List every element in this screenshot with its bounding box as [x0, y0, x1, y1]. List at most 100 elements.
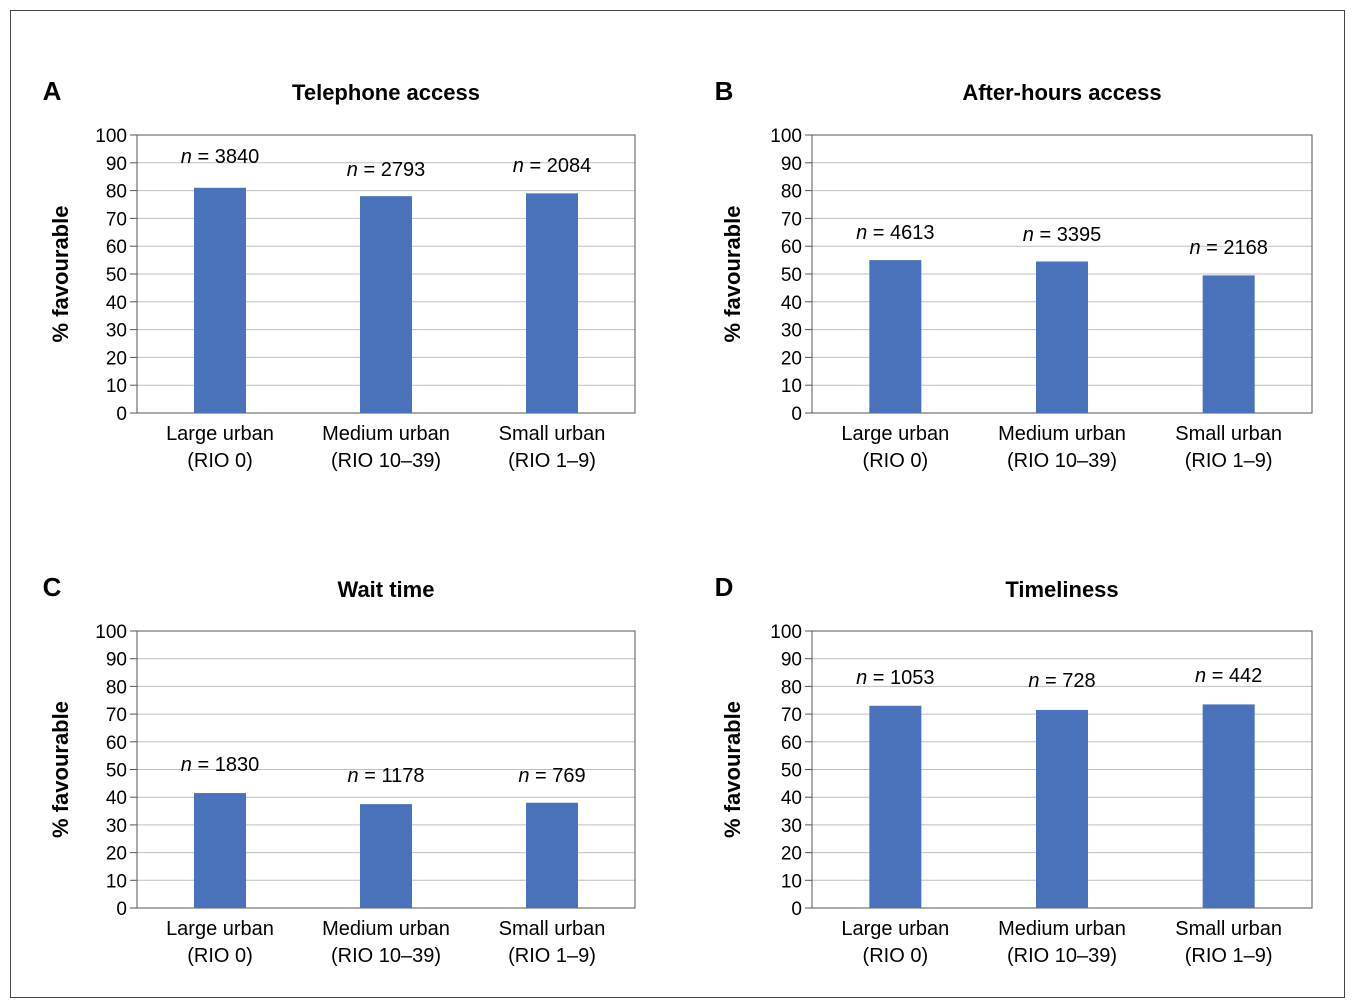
- y-tick-label: 30: [781, 816, 802, 837]
- bar: [194, 793, 246, 908]
- chart-title: After-hours access: [962, 80, 1161, 105]
- x-tick-label: (RIO 10–39): [331, 945, 441, 967]
- y-axis-label: % favourable: [48, 206, 73, 343]
- y-tick-label: 50: [781, 761, 802, 782]
- y-tick-label: 10: [781, 376, 802, 397]
- x-tick-label: Small urban: [1175, 918, 1282, 940]
- x-tick-label: (RIO 0): [863, 450, 929, 472]
- bar: [194, 187, 246, 413]
- x-tick-label: (RIO 0): [187, 450, 253, 472]
- x-tick-label: Large urban: [166, 918, 274, 940]
- n-label: n = 1830: [181, 754, 259, 776]
- y-tick-label: 0: [116, 899, 127, 920]
- n-label: n = 1053: [856, 667, 934, 689]
- x-tick-label: Large urban: [841, 423, 949, 445]
- y-tick-label: 70: [106, 209, 127, 230]
- x-tick-label: Large urban: [841, 918, 949, 940]
- x-tick-label: Medium urban: [322, 423, 450, 445]
- y-tick-label: 30: [106, 321, 127, 342]
- n-label: n = 2168: [1189, 237, 1267, 259]
- y-tick-label: 60: [781, 733, 802, 754]
- n-label: n = 442: [1195, 665, 1262, 687]
- y-tick-label: 70: [781, 705, 802, 726]
- bar: [1036, 709, 1088, 908]
- bar: [1202, 704, 1255, 908]
- bar: [360, 804, 412, 908]
- bar: [869, 260, 922, 413]
- y-tick-label: 80: [781, 182, 802, 203]
- panel-letter: D: [715, 572, 734, 602]
- y-tick-label: 60: [106, 237, 127, 258]
- y-tick-label: 20: [106, 348, 127, 369]
- x-tick-label: (RIO 1–9): [508, 450, 596, 472]
- y-tick-label: 100: [95, 126, 127, 147]
- n-label: n = 728: [1028, 670, 1095, 692]
- chart-panel-a: A Telephone access 0 10 20 30 40 50 60 70 80 90 100%…: [43, 76, 636, 472]
- x-tick-label: (RIO 1–9): [1185, 945, 1273, 967]
- bar: [869, 705, 922, 908]
- n-label: n = 769: [518, 765, 585, 787]
- chart-title: Timeliness: [1005, 577, 1118, 602]
- y-tick-label: 30: [781, 321, 802, 342]
- x-tick-label: Medium urban: [998, 423, 1126, 445]
- y-tick-label: 50: [106, 265, 127, 286]
- n-label: n = 1178: [348, 765, 425, 787]
- n-label: n = 4613: [856, 222, 934, 244]
- y-tick-label: 70: [781, 209, 802, 230]
- x-tick-label: (RIO 10–39): [1007, 945, 1117, 967]
- bar: [526, 802, 578, 908]
- y-tick-label: 80: [106, 677, 127, 698]
- x-tick-label: (RIO 10–39): [331, 450, 441, 472]
- bar: [360, 196, 412, 413]
- bar: [526, 193, 578, 413]
- n-label: n = 3395: [1023, 224, 1101, 246]
- x-tick-label: (RIO 1–9): [1185, 450, 1273, 472]
- y-tick-label: 60: [781, 237, 802, 258]
- y-tick-label: 30: [106, 816, 127, 837]
- y-tick-label: 90: [106, 154, 127, 175]
- panel-letter: B: [715, 76, 734, 106]
- chart-title: Wait time: [338, 577, 435, 602]
- y-tick-label: 20: [781, 844, 802, 865]
- y-tick-label: 40: [781, 788, 802, 809]
- y-tick-label: 0: [791, 404, 802, 425]
- y-tick-label: 20: [781, 348, 802, 369]
- y-tick-label: 90: [781, 650, 802, 671]
- y-tick-label: 80: [106, 182, 127, 203]
- chart-panel-d: D Timeliness 0 10 20 30 40 50 60 70 80 90 100 % favou…: [715, 572, 1313, 967]
- chart-panel-c: C Wait time 0 10 20 30 40 50 60 70 80 90 100 % favour…: [43, 572, 636, 967]
- x-tick-label: Large urban: [166, 423, 274, 445]
- y-tick-label: 70: [106, 705, 127, 726]
- y-tick-label: 40: [106, 788, 127, 809]
- y-tick-label: 0: [791, 899, 802, 920]
- x-tick-label: (RIO 10–39): [1007, 450, 1117, 472]
- y-tick-label: 40: [106, 293, 127, 314]
- y-tick-label: 90: [106, 650, 127, 671]
- y-tick-label: 60: [106, 733, 127, 754]
- y-tick-label: 100: [95, 622, 127, 643]
- x-tick-label: Medium urban: [998, 918, 1126, 940]
- y-tick-label: 10: [781, 871, 802, 892]
- panel-letter: C: [43, 572, 62, 602]
- y-tick-label: 0: [116, 404, 127, 425]
- y-tick-label: 20: [106, 844, 127, 865]
- n-label: n = 3840: [181, 146, 259, 168]
- x-tick-label: (RIO 1–9): [508, 945, 596, 967]
- chart-panel-b: B After-hours access 0 10 20 30 40 50 60 70 80 90 10…: [715, 76, 1313, 472]
- n-label: n = 2793: [347, 159, 425, 181]
- x-tick-label: (RIO 0): [187, 945, 253, 967]
- y-tick-label: 90: [781, 154, 802, 175]
- x-tick-label: Small urban: [1175, 423, 1282, 445]
- y-tick-label: 100: [770, 126, 802, 147]
- y-tick-label: 10: [106, 871, 127, 892]
- bar: [1202, 275, 1255, 413]
- y-tick-label: 50: [106, 761, 127, 782]
- y-axis-label: % favourable: [720, 206, 745, 343]
- y-tick-label: 10: [106, 376, 127, 397]
- chart-title: Telephone access: [292, 80, 480, 105]
- y-axis-label: % favourable: [720, 701, 745, 838]
- y-tick-label: 50: [781, 265, 802, 286]
- bar: [1036, 261, 1088, 413]
- y-tick-label: 100: [770, 622, 802, 643]
